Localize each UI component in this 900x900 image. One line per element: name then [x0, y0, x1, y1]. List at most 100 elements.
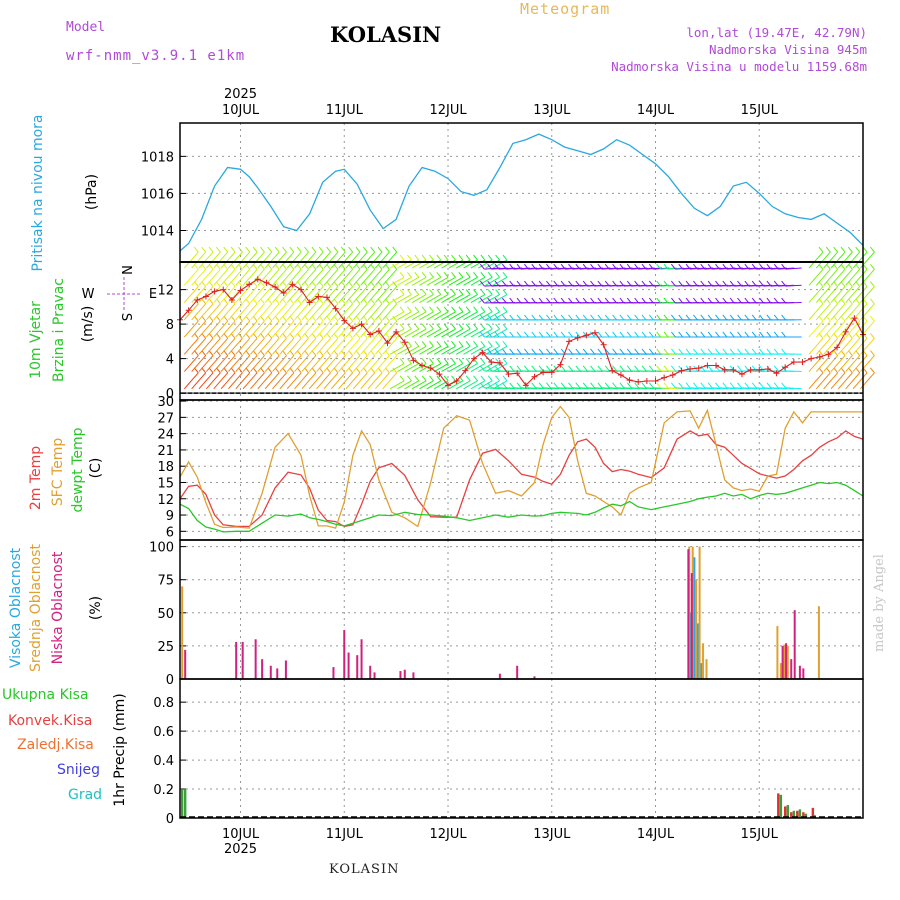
wind-barb-flag	[429, 340, 434, 347]
wind-barb-flag	[502, 306, 508, 313]
precip-bar	[779, 794, 783, 818]
wind-barb	[470, 345, 486, 355]
wind-barb-flag	[480, 254, 486, 261]
wind-barb	[367, 268, 383, 286]
wind-speed-marker	[540, 369, 547, 376]
wind-speed-marker	[289, 281, 296, 288]
wind-barb-flag	[729, 297, 735, 304]
wind-barb-flag	[509, 297, 515, 304]
wind-barb-flag	[274, 246, 280, 253]
wind-barb	[301, 251, 317, 269]
wind-barb-flag	[370, 350, 376, 356]
wind-barb	[441, 328, 456, 338]
wind-barb-flag	[289, 350, 295, 356]
wind-barb-flag	[619, 297, 625, 304]
cloud-unit-label: (%)	[88, 596, 104, 620]
wind-barb-flag	[274, 263, 280, 270]
wind-barb-flag	[833, 367, 839, 374]
wind-barb-flag	[870, 281, 875, 287]
y-tick-label: 0	[166, 387, 174, 402]
wind-barb-flag	[612, 382, 617, 389]
wind-barb	[183, 372, 199, 390]
wind-speed-marker	[393, 328, 400, 335]
wind-barb	[360, 268, 376, 286]
wind-barb	[852, 251, 868, 269]
wind-speed-marker	[808, 355, 815, 362]
wind-barb-flag	[538, 365, 544, 372]
cloud-bar	[261, 659, 264, 679]
wind-barb-flag	[245, 298, 251, 305]
wind-barb	[837, 355, 853, 372]
wind-barb-flag	[663, 348, 669, 355]
wind-barb-flag	[377, 298, 383, 305]
wind-speed-marker	[194, 296, 201, 303]
wind-speed-marker	[756, 366, 763, 373]
wind-barb	[837, 251, 853, 269]
wind-barb-flag	[626, 263, 632, 270]
wind-barb	[455, 276, 471, 286]
wind-barb-flag	[604, 263, 610, 270]
wind-barb	[823, 268, 839, 286]
wind-barb	[411, 345, 427, 355]
wind-speed-marker	[185, 307, 192, 314]
wind-barb-flag	[546, 382, 551, 389]
wind-barb-flag	[494, 263, 500, 270]
wind-barb-flag	[722, 280, 728, 287]
wind-speed-marker	[531, 373, 538, 380]
cloud-bar	[241, 641, 244, 679]
top-day-label: 10JUL	[222, 103, 260, 118]
wind-barb-flag	[509, 280, 515, 287]
wind-barb-flag	[546, 348, 551, 355]
wind-barb-flag	[362, 298, 368, 305]
wind-barb-flag	[648, 314, 654, 321]
wind-barb-flag	[414, 271, 420, 278]
wind-barb-flag	[840, 315, 846, 322]
wind-barb-flag	[833, 281, 839, 287]
wind-barb	[272, 303, 287, 321]
wind-speed-marker	[367, 331, 374, 338]
wind-barb	[294, 372, 309, 390]
wind-barb-flag	[737, 263, 742, 270]
precip-bar	[811, 807, 815, 818]
wind-barb-flag	[590, 365, 595, 372]
cloud-bar	[783, 644, 786, 679]
wind-barb	[279, 251, 295, 269]
wind-barb-flag	[429, 358, 434, 364]
wind-barb	[433, 345, 449, 355]
wind-barb	[257, 286, 273, 303]
wind-speed-marker	[436, 371, 443, 378]
wind-barb-flag	[340, 367, 346, 374]
wind-barb-flag	[282, 246, 287, 253]
wind-barb-flag	[524, 297, 529, 304]
wind-barb-flag	[590, 382, 595, 389]
wind-barb-flag	[641, 331, 647, 338]
wind-barb-flag	[553, 382, 559, 389]
wind-barb-flag	[634, 314, 640, 321]
wind-barb-flag	[693, 263, 698, 270]
wind-barb-flag	[480, 306, 486, 313]
wind-barb-flag	[487, 382, 493, 389]
wind-barb-flag	[524, 331, 529, 338]
wind-barb	[815, 337, 831, 355]
wind-barb	[198, 355, 214, 372]
wind-barb-flag	[487, 348, 493, 355]
wind-barb	[272, 251, 287, 269]
wind-barb-flag	[773, 331, 779, 338]
wind-barb	[823, 320, 839, 338]
wind-barb-flag	[604, 297, 610, 304]
wind-barb-flag	[590, 263, 595, 270]
wind-barb-flag	[546, 263, 551, 270]
wind-barb-flag	[597, 331, 603, 338]
wind-barb	[397, 276, 412, 286]
wind-barb	[228, 372, 243, 390]
model-altitude-label: Nadmorska Visina u modelu 1159.68m	[611, 59, 867, 74]
wind-barb-flag	[260, 246, 265, 253]
wind-barb-flag	[348, 350, 354, 356]
y-tick-label: 0.2	[153, 783, 174, 798]
wind-speed-marker	[574, 334, 581, 341]
wind-barb	[455, 380, 471, 390]
wind-barb-flag	[289, 367, 295, 374]
wind-barb	[830, 320, 846, 338]
wind-barb-flag	[252, 298, 258, 305]
wind-barb	[470, 311, 486, 321]
